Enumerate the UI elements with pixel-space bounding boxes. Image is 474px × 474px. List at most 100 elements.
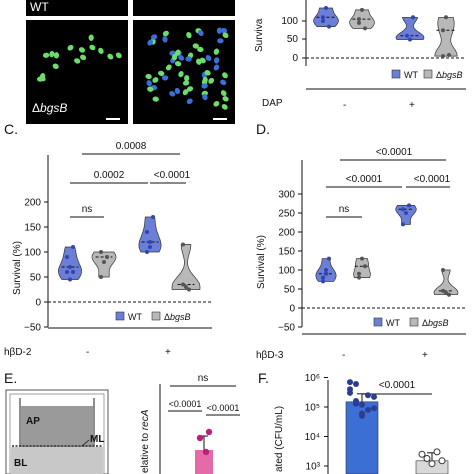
top-right-dap-label: DAP [262,98,283,109]
panel-d-ytick-label: 150 [278,247,295,258]
violin-point [71,270,75,274]
violin-point [324,268,328,272]
cell-mark [221,104,228,110]
transwell-ml-pointer [81,439,90,447]
violin-point [99,250,103,254]
cell-mark [220,79,227,86]
panel-f-ytick-label: 10⁶ [305,373,320,384]
panel-d-ytick-label: 300 [278,190,295,201]
cell-mark [98,47,104,54]
violin-point [360,256,364,261]
violin-shape [395,16,425,40]
cell-mark [220,27,228,34]
panel-d: D. Survival (%) −50 0 50 100 150 200 250 300 <0… [256,121,466,361]
violin-point [184,285,188,289]
panel-f-ytick-label: 10⁴ [305,432,320,443]
panel-c-legend-wt: WT [128,312,142,322]
panel-f-point [347,386,353,393]
violin-shape [434,16,458,57]
panel-c-violins [58,215,201,292]
cell-mark [171,53,178,61]
cell-mark [178,55,185,61]
scale-bar-right [213,118,227,120]
violin-point [145,250,149,254]
cell-mark [147,39,153,46]
cell-mark [175,49,181,56]
transwell-outer [5,389,109,474]
cell-mark [178,70,184,78]
panel-e-sig-2: <0.0001 [207,403,240,413]
panel-c-letter: C. [4,121,18,137]
violin-point [324,6,328,10]
cell-mark [162,30,169,37]
cell-mark [107,53,114,60]
panel-d-ytick-label: 100 [278,266,295,277]
cell-mark [152,77,159,83]
panel-c-ylabel: Survival (%) [12,241,23,295]
panel-f-ytick-label: 10⁵ [305,403,320,414]
panel-c-minus: - [86,347,89,358]
cell-mark [161,75,169,81]
cell-mark [162,36,168,43]
transwell-well [9,393,105,474]
panel-d-legend-bgsb: ΔbgsB [422,318,449,328]
panel-f-point [418,450,426,458]
violin-point [327,256,331,261]
panel-c-sig-0002: 0.0002 [94,170,125,181]
panel-f-bars [345,379,449,474]
cell-mark [213,100,220,107]
panel-c-legend-wt-swatch [115,311,125,321]
transwell-ml-label: ML [90,434,104,445]
violin-point [321,19,325,23]
cell-mark [208,77,215,84]
top-right-plot: Surviva 100 50 0 WT ΔbgsB DAP - + [254,0,466,111]
violin-point [65,255,69,259]
panel-e-letter: E. [4,370,17,386]
cell-mark [199,57,206,64]
violin-point [447,292,451,297]
panel-d-legend-bgsb-swatch [409,317,419,327]
violin-point [401,207,405,212]
panel-e-bar [195,450,213,474]
cell-mark [197,46,204,53]
panel-d-letter: D. [256,121,270,137]
cells-left [37,34,122,82]
cell-mark [78,47,86,53]
panel-c: C. Survival (%) −50 0 50 100 150 200 0.0008 0… [4,121,212,358]
cell-mark [150,34,158,40]
violin-shape [58,246,82,280]
violin-shape [91,251,117,278]
violin-point [321,279,325,284]
panel-f-point [353,400,359,407]
violin-point [407,203,411,208]
panel-f-point [438,457,446,465]
panel-f-point [423,455,431,462]
top-right-ytick-0: 0 [292,53,298,64]
panel-f-point [371,393,377,400]
panel-d-ytick-label: 0 [289,304,295,315]
panel-c-legend-bgsb-swatch [151,311,161,321]
cell-mark [174,87,181,95]
panel-c-ytick-label: 150 [24,223,41,234]
violin-point [71,245,75,249]
violin-point [360,7,364,12]
violin-point [327,24,331,29]
panel-e-sig-ns: ns [198,373,209,384]
cell-mark [174,61,182,67]
scale-bar-left [106,118,120,120]
micro-wt-label: WT [30,0,49,14]
cell-mark [204,70,211,76]
top-right-ytick-50: 50 [287,34,299,45]
violin-point [357,275,361,280]
violin-shape [433,269,459,296]
panel-f-point [365,406,371,413]
micro-bgsb-left [26,20,128,124]
panel-c-sig-lt0001: <0.0001 [154,170,191,181]
violin-shape [171,244,201,290]
panel-d-yticks: −50 0 50 100 150 200 250 300 [278,190,302,334]
panel-f-point [353,381,359,387]
panel-c-ytick-label: 100 [24,248,41,259]
violin-point [65,270,69,274]
cell-mark [67,44,74,51]
